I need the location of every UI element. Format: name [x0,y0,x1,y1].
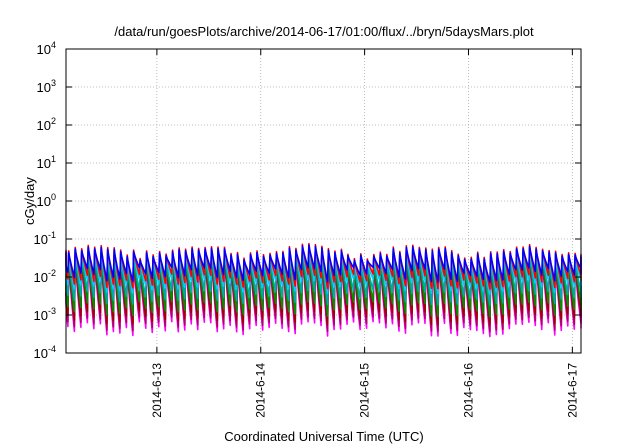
ticks [66,48,581,354]
y-axis-label: cGy/day [22,177,37,225]
series-line [65,250,582,318]
x-tick-label: 2014-6-15 [358,363,372,418]
y-tick-label: 101 [37,154,56,171]
y-tick-label: 10-4 [34,344,56,361]
series-line [65,249,582,307]
y-tick-label: 103 [37,78,56,95]
x-tick-label: 2014-6-13 [150,363,164,418]
y-tick-label: 104 [37,40,56,57]
x-tick-label: 2014-6-14 [254,363,268,418]
x-tick-label: 2014-6-17 [565,363,579,418]
y-tick-label: 10-3 [34,306,56,323]
y-tick-label: 100 [37,192,56,209]
x-axis-label: Coordinated Universal Time (UTC) [224,429,423,444]
x-tick-labels: 2014-6-13 2014-6-14 2014-6-15 2014-6-16 2014… [150,363,579,418]
y-tick-label: 102 [37,116,56,133]
chart-title: /data/run/goesPlots/archive/2014-06-17/0… [114,24,534,39]
y-tick-label: 10-2 [34,268,56,285]
y-tick-label: 10-1 [34,230,56,247]
series-line [65,244,582,284]
x-tick-label: 2014-6-16 [461,363,475,418]
series-group [65,242,582,338]
